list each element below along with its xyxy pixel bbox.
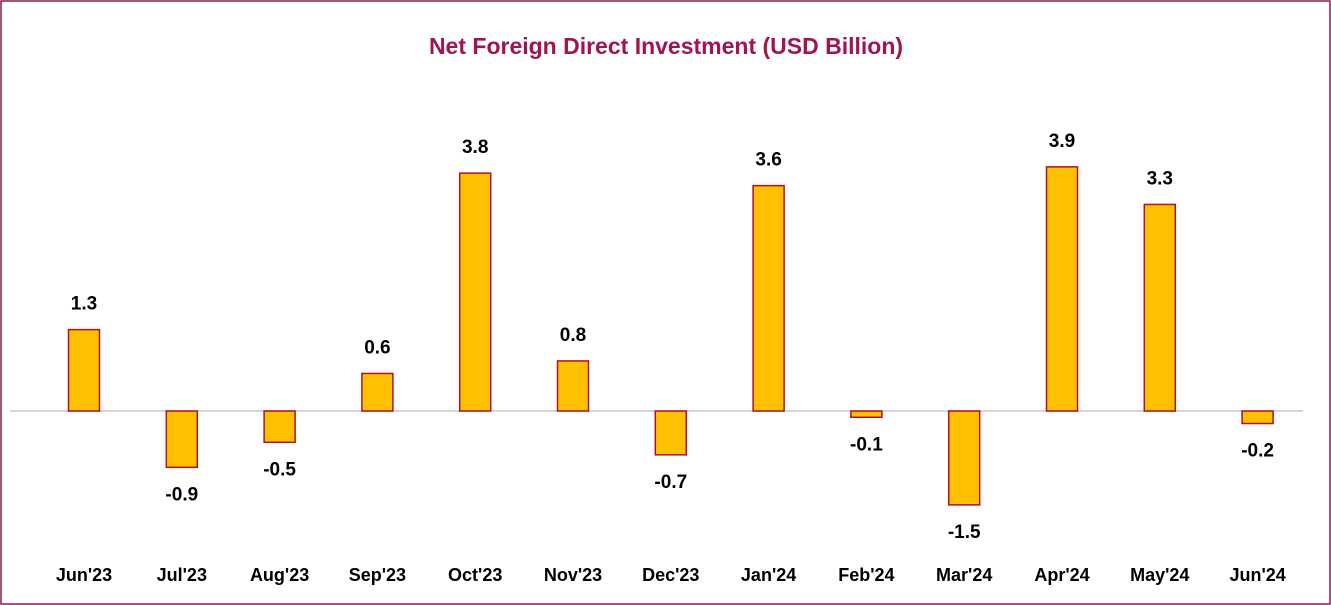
data-label: -0.1 xyxy=(850,434,883,455)
bar xyxy=(361,372,394,412)
x-tick-label: Jan'24 xyxy=(741,565,796,585)
bar xyxy=(458,172,492,412)
x-tick-label: Jul'23 xyxy=(157,565,207,585)
x-tick-label: Sep'23 xyxy=(349,565,406,585)
data-label: 1.3 xyxy=(71,294,97,315)
data-label: -0.7 xyxy=(654,472,687,493)
data-label: 3.3 xyxy=(1147,168,1173,189)
x-tick-label: Jun'23 xyxy=(56,565,112,585)
bar xyxy=(165,410,199,469)
x-tick-label: Oct'23 xyxy=(448,565,502,585)
data-label: 0.6 xyxy=(364,337,390,358)
data-label: 3.8 xyxy=(462,137,488,158)
x-tick-label: Dec'23 xyxy=(642,565,699,585)
data-label: 3.9 xyxy=(1049,131,1075,152)
bar xyxy=(263,410,296,444)
data-label: -0.5 xyxy=(263,459,296,480)
data-label: -1.5 xyxy=(948,522,981,543)
bar xyxy=(67,328,101,412)
x-tick-label: Feb'24 xyxy=(838,565,894,585)
x-tick-label: Jun'24 xyxy=(1229,565,1285,585)
data-label: -0.2 xyxy=(1241,441,1274,462)
bar xyxy=(850,410,883,419)
x-tick-label: Mar'24 xyxy=(936,565,992,585)
x-tick-label: Nov'23 xyxy=(544,565,602,585)
bar xyxy=(752,184,785,412)
bar xyxy=(1143,203,1177,412)
bar xyxy=(1045,166,1079,412)
bar xyxy=(1241,410,1274,425)
chart-title: Net Foreign Direct Investment (USD Billi… xyxy=(429,33,903,59)
data-label: 0.8 xyxy=(560,325,586,346)
x-tick-label: May'24 xyxy=(1130,565,1189,585)
bar xyxy=(947,410,981,506)
bar xyxy=(654,410,688,456)
x-tick-label: Aug'23 xyxy=(250,565,309,585)
data-label: -0.9 xyxy=(165,484,198,505)
data-label: 3.6 xyxy=(755,150,781,171)
bar xyxy=(556,360,590,412)
x-tick-label: Apr'24 xyxy=(1034,565,1089,585)
